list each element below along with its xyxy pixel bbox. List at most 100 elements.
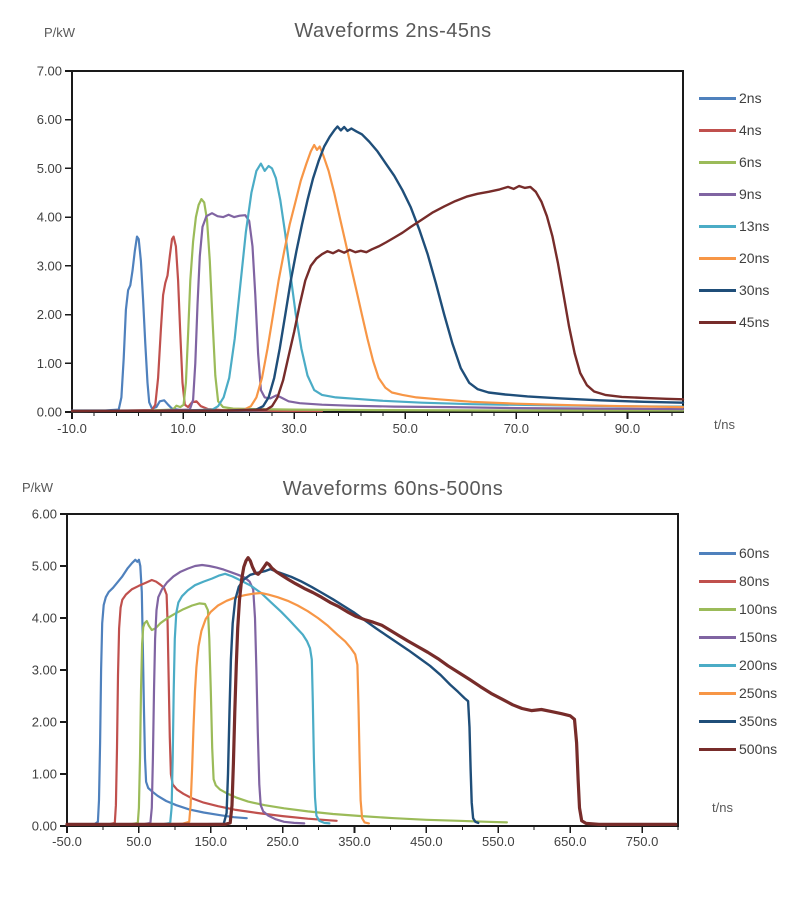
y-axis-unit-label: P/kW (44, 25, 76, 40)
y-tick-label: 0.00 (37, 405, 62, 420)
legend-line-swatch (699, 579, 736, 583)
y-axis-unit-label: P/kW (22, 480, 54, 495)
y-tick-label: 4.00 (32, 611, 57, 626)
legend-line-swatch (699, 635, 736, 639)
legend-line-swatch (699, 719, 736, 723)
series-line-150ns (65, 563, 306, 826)
legend-label: 20ns (739, 250, 770, 266)
legend-item-6ns: 6ns (699, 152, 799, 172)
x-tick-label: 250.0 (266, 834, 299, 849)
legend-label: 30ns (739, 282, 770, 298)
legend-item-30ns: 30ns (699, 280, 799, 300)
legend: 60ns 80ns 100ns 150ns 200ns 250ns 350ns … (699, 543, 799, 767)
legend-item-250ns: 250ns (699, 683, 799, 703)
legend-line-swatch (699, 551, 736, 555)
plot-border (71, 70, 684, 413)
series-line-60ns (65, 558, 248, 826)
chart-title: Waveforms 2ns-45ns (294, 20, 492, 42)
legend-line-swatch (699, 607, 736, 611)
y-tick-label: 5.00 (37, 161, 62, 176)
legend-item-350ns: 350ns (699, 711, 799, 731)
plot-area-long: -50.0 50.0 150.0 250.0 350.0 450.0 550.0 650.0 7… (32, 507, 679, 849)
x-tick-label: 10.0 (170, 421, 195, 436)
x-tick-label: 30.0 (282, 421, 307, 436)
x-tick-label: 90.0 (615, 421, 640, 436)
series-line-250ns (65, 591, 370, 826)
legend-line-swatch (699, 663, 736, 667)
legend-label: 45ns (739, 314, 770, 330)
legend-item-45ns: 45ns (699, 312, 799, 332)
x-axis-unit-label: t/ns (714, 417, 735, 432)
x-tick-label: 550.0 (482, 834, 515, 849)
x-tick-label: -10.0 (57, 421, 87, 436)
legend-label: 350ns (739, 713, 778, 729)
y-tick-label: 4.00 (37, 210, 62, 225)
y-tick-label: 5.00 (32, 559, 57, 574)
legend: 2ns 4ns 6ns 9ns 13ns 20ns 30ns 45ns (699, 88, 799, 344)
y-tick-label: 1.00 (37, 356, 62, 371)
legend-item-20ns: 20ns (699, 248, 799, 268)
x-tick-label: 70.0 (504, 421, 529, 436)
legend-line-swatch (699, 192, 736, 196)
legend-item-9ns: 9ns (699, 184, 799, 204)
legend-item-60ns: 60ns (699, 543, 799, 563)
legend-item-500ns: 500ns (699, 739, 799, 759)
x-tick-label: 150.0 (194, 834, 227, 849)
plot-border (66, 513, 679, 827)
series-line-20ns (70, 143, 685, 413)
legend-label: 100ns (739, 601, 778, 617)
legend-label: 4ns (739, 122, 762, 138)
legend-item-80ns: 80ns (699, 571, 799, 591)
series-line-500ns (65, 556, 678, 827)
x-tick-label: 750.0 (626, 834, 659, 849)
series-line-100ns (65, 602, 508, 826)
y-tick-label: 1.00 (32, 767, 57, 782)
y-tick-label: 3.00 (32, 663, 57, 678)
series-line-6ns (70, 198, 685, 413)
legend-label: 150ns (739, 629, 778, 645)
plot-area-short: -10.0 10.0 30.0 50.0 70.0 90.0 0.00 1.00 2.00 3.0… (37, 64, 685, 436)
x-tick-label: -50.0 (52, 834, 82, 849)
legend-item-13ns: 13ns (699, 216, 799, 236)
legend-item-200ns: 200ns (699, 655, 799, 675)
legend-label: 80ns (739, 573, 770, 589)
y-tick-label: 6.00 (37, 112, 62, 127)
legend-label: 60ns (739, 545, 770, 561)
legend-line-swatch (699, 256, 736, 260)
series-line-13ns (70, 162, 685, 413)
y-tick-label: 0.00 (32, 819, 57, 834)
series-line-4ns (70, 235, 324, 413)
y-tick-label: 7.00 (37, 64, 62, 79)
legend-label: 13ns (739, 218, 770, 234)
series-line-9ns (70, 212, 685, 413)
x-tick-label: 650.0 (554, 834, 587, 849)
legend-item-2ns: 2ns (699, 88, 799, 108)
legend-label: 200ns (739, 657, 778, 673)
series-line-45ns (70, 184, 685, 413)
legend-line-swatch (699, 320, 736, 324)
series-line-80ns (65, 578, 338, 826)
legend-line-swatch (699, 224, 736, 228)
chart-waveforms-long: -50.0 50.0 150.0 250.0 350.0 450.0 550.0 650.0 7… (0, 450, 800, 897)
legend-label: 250ns (739, 685, 778, 701)
legend-item-150ns: 150ns (699, 627, 799, 647)
y-tick-label: 2.00 (37, 307, 62, 322)
legend-line-swatch (699, 691, 736, 695)
chart-title: Waveforms 60ns-500ns (282, 478, 504, 500)
legend-label: 500ns (739, 741, 778, 757)
chart-waveforms-short: -10.0 10.0 30.0 50.0 70.0 90.0 0.00 1.00 2.00 3.0… (37, 20, 799, 436)
legend-item-4ns: 4ns (699, 120, 799, 140)
legend-label: 9ns (739, 186, 762, 202)
series-line-350ns (65, 567, 480, 826)
x-axis-unit-label: t/ns (712, 800, 733, 815)
x-tick-label: 350.0 (338, 834, 371, 849)
legend-line-swatch (699, 160, 736, 164)
legend-line-swatch (699, 96, 736, 100)
legend-line-swatch (699, 128, 736, 132)
legend-line-swatch (699, 288, 736, 292)
series-line-200ns (65, 572, 331, 826)
x-tick-label: 50.0 (126, 834, 151, 849)
legend-line-swatch (699, 747, 736, 751)
legend-label: 6ns (739, 154, 762, 170)
